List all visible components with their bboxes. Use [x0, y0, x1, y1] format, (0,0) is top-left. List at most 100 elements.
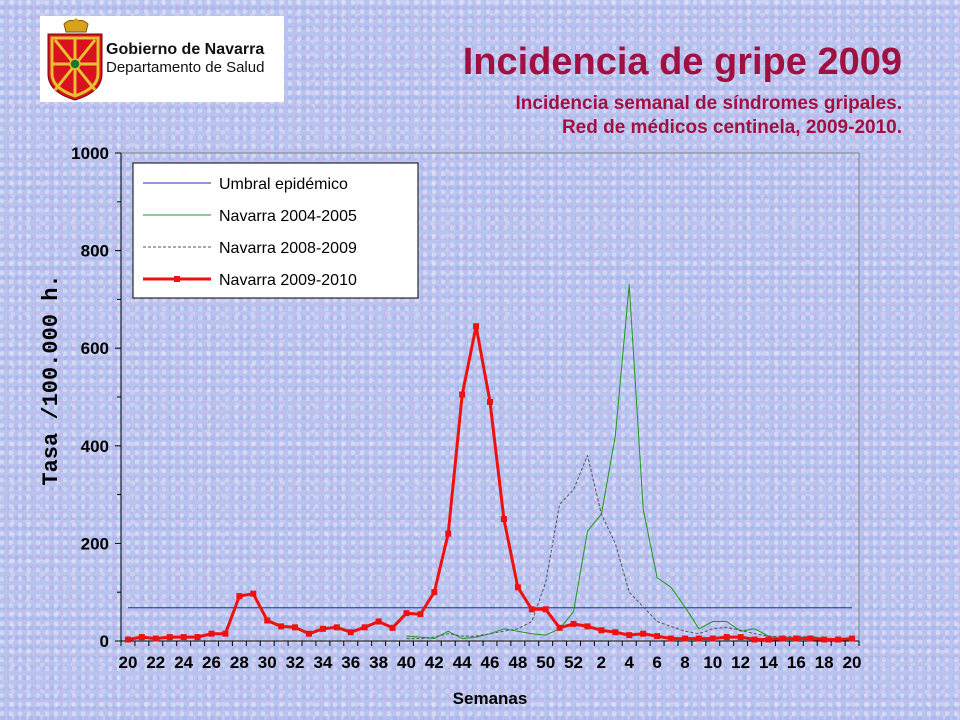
- y-tick-label: 400: [81, 437, 109, 456]
- x-tick-label: 52: [564, 653, 583, 672]
- x-tick-label: 38: [369, 653, 388, 672]
- series-point: [194, 634, 201, 641]
- series-point: [389, 624, 396, 631]
- x-tick-label: 24: [174, 653, 193, 672]
- series-point: [124, 636, 131, 643]
- series-point: [584, 623, 591, 630]
- series-point: [668, 635, 675, 642]
- x-tick-label: 28: [230, 653, 249, 672]
- y-tick-label: 0: [100, 632, 109, 651]
- x-axis-label: Semanas: [453, 689, 528, 708]
- x-tick-label: 20: [119, 653, 138, 672]
- series-point: [500, 516, 507, 522]
- x-tick-label: 26: [202, 653, 221, 672]
- series-point: [612, 629, 619, 636]
- x-tick-label: 36: [341, 653, 360, 672]
- series-point: [375, 618, 382, 625]
- page-title: Incidencia de gripe 2009: [462, 41, 902, 83]
- legend-label: Navarra 2004-2005: [219, 208, 357, 225]
- x-tick-label: 10: [703, 653, 722, 672]
- series-point: [737, 634, 744, 641]
- series-point: [431, 589, 438, 596]
- series-point: [138, 634, 145, 641]
- series-point: [640, 630, 647, 637]
- y-axis-label: Tasa /100.000 h.: [39, 274, 64, 485]
- x-tick-label: 30: [258, 653, 277, 672]
- page-subtitle: Incidencia semanal de síndromes gripales…: [516, 92, 903, 140]
- series-point: [779, 635, 786, 642]
- series-point: [626, 632, 633, 639]
- x-tick-label: 40: [397, 653, 416, 672]
- series-point: [278, 623, 285, 630]
- series-point: [793, 635, 800, 642]
- y-tick-label: 1000: [71, 144, 109, 163]
- series-point: [417, 611, 424, 618]
- series-point: [236, 593, 243, 600]
- x-tick-label: 50: [536, 653, 555, 672]
- x-tick-label: 46: [481, 653, 500, 672]
- series-point: [347, 629, 354, 636]
- series-point: [208, 630, 215, 637]
- series-point: [723, 634, 730, 641]
- x-tick-label: 16: [787, 653, 806, 672]
- legend-label: Umbral epidémico: [219, 176, 348, 193]
- series-point: [821, 636, 828, 643]
- x-tick-label: 32: [286, 653, 305, 672]
- logo-line2: Departamento de Salud: [106, 59, 265, 76]
- series-point: [305, 630, 312, 637]
- y-tick-label: 600: [81, 339, 109, 358]
- x-tick-label: 22: [146, 653, 165, 672]
- series-point: [473, 323, 480, 330]
- series-point: [319, 625, 326, 632]
- series-point: [222, 630, 229, 637]
- series-point: [166, 634, 173, 641]
- x-tick-label: 4: [625, 653, 635, 672]
- series-point: [292, 624, 299, 631]
- legend-box: [132, 162, 419, 299]
- series-point: [180, 634, 187, 641]
- subtitle-line2: Red de médicos centinela, 2009-2010.: [561, 117, 902, 138]
- series-point: [514, 584, 521, 591]
- series-point: [709, 635, 716, 642]
- series-point: [542, 606, 549, 613]
- series-point: [445, 530, 452, 537]
- x-tick-label: 42: [425, 653, 444, 672]
- series-point: [528, 606, 535, 613]
- subtitle-line1: Incidencia semanal de síndromes gripales…: [515, 93, 903, 114]
- series-point: [333, 624, 340, 631]
- series-line-2: [406, 455, 852, 640]
- logo: Gobierno de Navarra Departamento de Salu…: [40, 16, 284, 102]
- series-point: [598, 627, 605, 634]
- x-tick-label: 2: [597, 653, 606, 672]
- series-point: [765, 636, 772, 643]
- series-line-3: [127, 324, 853, 641]
- series-point: [849, 635, 856, 642]
- y-tick-label: 200: [81, 534, 109, 553]
- series-point: [681, 635, 688, 642]
- series-point: [807, 635, 814, 642]
- legend-label: Navarra 2008-2009: [219, 240, 357, 257]
- series-point: [403, 610, 410, 617]
- series-point: [264, 617, 271, 624]
- series-point: [487, 398, 493, 405]
- series-point: [361, 624, 368, 631]
- logo-line1: Gobierno de Navarra: [106, 41, 265, 58]
- series-point: [556, 624, 563, 631]
- x-tick-label: 44: [453, 653, 472, 672]
- series-point: [695, 635, 702, 642]
- series-point: [250, 590, 257, 597]
- x-tick-label: 8: [680, 653, 689, 672]
- legend-swatch-marker: [174, 276, 180, 282]
- x-tick-label: 48: [508, 653, 527, 672]
- series-point: [152, 635, 159, 642]
- x-tick-label: 18: [815, 653, 834, 672]
- legend-label: Navarra 2009-2010: [219, 272, 357, 289]
- x-tick-label: 6: [652, 653, 661, 672]
- x-tick-label: 12: [731, 653, 750, 672]
- x-tick-label: 20: [843, 653, 862, 672]
- series-point: [570, 620, 577, 627]
- series-point: [751, 636, 758, 643]
- x-tick-label: 34: [313, 653, 332, 672]
- series-point: [459, 391, 466, 398]
